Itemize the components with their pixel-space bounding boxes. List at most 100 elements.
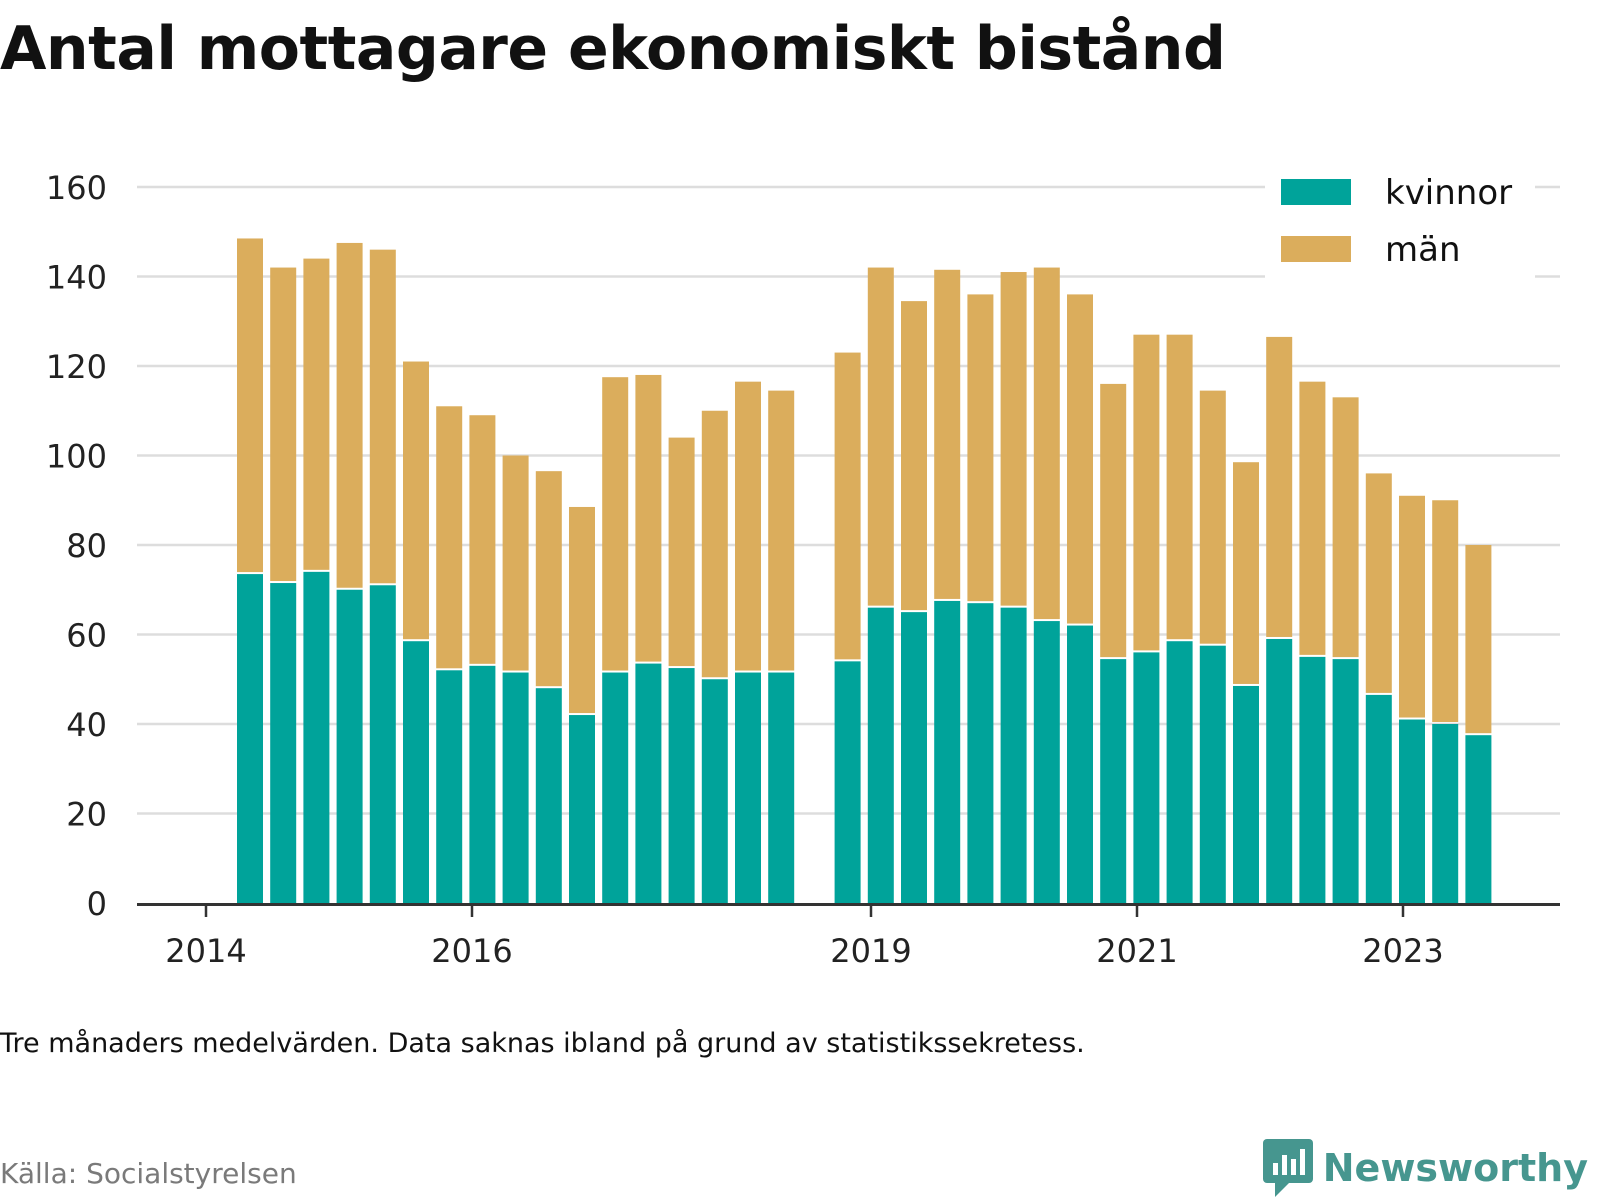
bar-kvinnor bbox=[1399, 719, 1425, 903]
bar-kvinnor bbox=[502, 672, 529, 903]
y-tick-label: 120 bbox=[46, 348, 107, 386]
source-credit: Källa: Socialstyrelsen bbox=[0, 1157, 297, 1190]
bar-kvinnor bbox=[1000, 607, 1027, 903]
y-tick-label: 0 bbox=[87, 885, 107, 923]
bar-kvinnor bbox=[735, 672, 761, 903]
bar-man bbox=[1465, 545, 1492, 734]
chart-title: Antal mottagare ekonomiskt bistånd bbox=[0, 14, 1226, 84]
bar-man bbox=[967, 294, 994, 602]
legend-label: kvinnor bbox=[1385, 173, 1512, 213]
bar-man bbox=[1432, 500, 1459, 722]
bar-man bbox=[901, 301, 927, 611]
bar-kvinnor bbox=[303, 571, 330, 903]
bar-kvinnor bbox=[635, 663, 662, 903]
bar-man bbox=[369, 249, 396, 584]
bar-kvinnor bbox=[901, 612, 927, 903]
brand-name: Newsworthy bbox=[1322, 1146, 1588, 1190]
x-tick-label: 2016 bbox=[431, 932, 512, 970]
x-axis: 2014 2016 2019 2021 2023 bbox=[137, 903, 1560, 970]
bar-man bbox=[436, 406, 463, 669]
bar-man bbox=[469, 415, 496, 664]
bar-man bbox=[1100, 383, 1127, 658]
bar-kvinnor bbox=[934, 600, 961, 903]
bar-kvinnor bbox=[768, 672, 795, 903]
bar-kvinnor bbox=[1033, 621, 1060, 903]
bar-kvinnor bbox=[369, 585, 396, 903]
bar-man bbox=[834, 352, 861, 660]
bar-kvinnor bbox=[270, 583, 297, 903]
bar-man bbox=[569, 506, 595, 714]
bar-man bbox=[735, 381, 761, 671]
bar-kvinnor bbox=[701, 679, 728, 903]
bar-man bbox=[1399, 495, 1425, 718]
newsworthy-logo-icon bbox=[1262, 1139, 1313, 1197]
x-tick-label: 2021 bbox=[1096, 932, 1177, 970]
bar-kvinnor bbox=[336, 589, 363, 903]
bar-man bbox=[1067, 294, 1093, 624]
bar-kvinnor bbox=[1233, 685, 1259, 903]
bar-kvinnor bbox=[967, 603, 994, 903]
bar-man bbox=[1365, 473, 1392, 693]
bar-man bbox=[768, 390, 795, 671]
bar-man bbox=[403, 361, 429, 640]
bar-kvinnor bbox=[1133, 652, 1160, 903]
bar-kvinnor bbox=[867, 607, 894, 903]
bar-man bbox=[502, 455, 529, 671]
bar-man bbox=[1000, 272, 1027, 606]
bar-man bbox=[1299, 381, 1326, 655]
bar-kvinnor bbox=[668, 668, 695, 903]
x-tick-label: 2023 bbox=[1362, 932, 1443, 970]
bar-man bbox=[668, 437, 695, 667]
x-tick-label: 2019 bbox=[830, 932, 911, 970]
bar-kvinnor bbox=[1166, 641, 1193, 903]
bar-kvinnor bbox=[834, 661, 861, 903]
bar-kvinnor bbox=[535, 688, 562, 903]
bar-man bbox=[867, 267, 894, 606]
y-tick-label: 20 bbox=[66, 796, 107, 834]
legend-swatch bbox=[1281, 179, 1351, 205]
bar-man bbox=[303, 258, 330, 570]
y-tick-label: 140 bbox=[46, 259, 107, 297]
bar-kvinnor bbox=[1365, 694, 1392, 903]
bar-kvinnor bbox=[436, 670, 463, 903]
bar-man bbox=[1199, 390, 1226, 644]
bars bbox=[237, 238, 1492, 903]
bar-man bbox=[934, 269, 961, 599]
y-tick-label: 100 bbox=[46, 438, 107, 476]
bar-man bbox=[535, 471, 562, 687]
y-tick-label: 40 bbox=[66, 706, 107, 744]
legend: kvinnor män bbox=[1265, 173, 1535, 295]
bar-kvinnor bbox=[237, 574, 263, 903]
bar-kvinnor bbox=[1465, 735, 1492, 903]
bar-man bbox=[336, 242, 363, 588]
bar-man bbox=[1233, 462, 1259, 684]
bar-man bbox=[602, 377, 629, 671]
bar-kvinnor bbox=[1100, 659, 1127, 903]
y-axis-ticks: 0 20 40 60 80 100 120 140 160 bbox=[46, 169, 107, 923]
bar-kvinnor bbox=[469, 665, 496, 903]
y-tick-label: 80 bbox=[66, 527, 107, 565]
bar-kvinnor bbox=[403, 641, 429, 903]
bar-kvinnor bbox=[1432, 724, 1459, 903]
legend-label: män bbox=[1385, 230, 1461, 270]
bar-man bbox=[1266, 336, 1293, 637]
x-tick-label: 2014 bbox=[165, 932, 246, 970]
bar-man bbox=[1033, 267, 1060, 620]
legend-swatch bbox=[1281, 236, 1351, 262]
bar-kvinnor bbox=[1199, 645, 1226, 903]
bar-man bbox=[701, 410, 728, 678]
bar-kvinnor bbox=[1299, 656, 1326, 903]
bar-kvinnor bbox=[569, 715, 595, 903]
bar-kvinnor bbox=[1332, 659, 1359, 903]
bar-kvinnor bbox=[1266, 638, 1293, 903]
bar-man bbox=[1332, 397, 1359, 658]
y-tick-label: 60 bbox=[66, 617, 107, 655]
bar-man bbox=[635, 374, 662, 662]
chart-note: Tre månaders medelvärden. Data saknas ib… bbox=[0, 1028, 1085, 1059]
bar-kvinnor bbox=[602, 672, 629, 903]
y-tick-label: 160 bbox=[46, 169, 107, 207]
brand-logo[interactable]: Newsworthy bbox=[1262, 1138, 1588, 1198]
bar-man bbox=[237, 238, 263, 573]
bar-man bbox=[1166, 334, 1193, 640]
